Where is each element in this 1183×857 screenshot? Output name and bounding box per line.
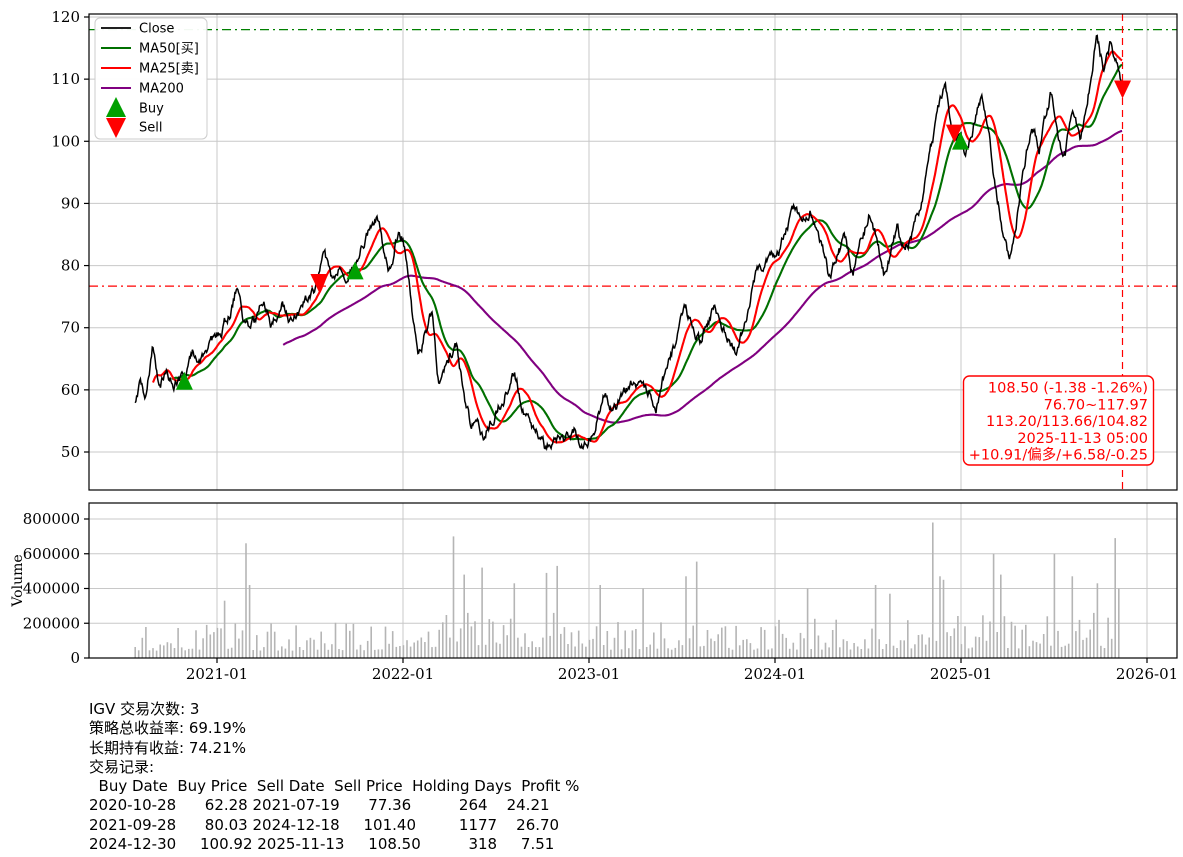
axes: [88, 13, 1178, 659]
svg-text:2026-01: 2026-01: [1116, 665, 1178, 683]
svg-text:50: 50: [61, 443, 80, 461]
svg-text:100: 100: [51, 132, 80, 150]
legend-label: Sell: [139, 121, 162, 136]
volume-axis-title: Volume: [10, 554, 26, 607]
svg-text:120: 120: [51, 8, 80, 26]
legend: Close MA50[买] MA25[卖] MA200 Buy Sell: [94, 17, 208, 140]
svg-text:0: 0: [70, 649, 80, 667]
summary-strategy-return: 策略总收益率: 69.19%: [89, 719, 247, 738]
trade-table-row: 2021-09-28 80.03 2024-12-18 101.40 1177 …: [89, 815, 560, 834]
svg-text:2024-01: 2024-01: [744, 665, 806, 683]
legend-label: MA25[卖]: [139, 62, 199, 77]
volume-axis-label: Volume: [10, 554, 26, 607]
svg-text:800000: 800000: [23, 510, 80, 528]
svg-text:2022-01: 2022-01: [372, 665, 434, 683]
price-series: [134, 34, 1123, 452]
price-annotation-box: 108.50 (-1.38 -1.26%)76.70~117.97113.20/…: [962, 375, 1155, 466]
legend-label: MA50[买]: [139, 42, 199, 57]
annotation-line: +10.91/偏多/+6.58/-0.25: [969, 447, 1148, 464]
sell-marker: [945, 124, 963, 143]
svg-text:2025-01: 2025-01: [930, 665, 992, 683]
svg-text:400000: 400000: [23, 580, 80, 598]
summary-records-label: 交易记录:: [89, 757, 155, 776]
x-axis-ticks: 2021-01 2022-01 2023-01 2024-01 2025-01 2026-…: [186, 658, 1178, 683]
legend-label: Buy: [139, 102, 164, 117]
legend-label: Close: [139, 22, 174, 37]
svg-text:110: 110: [51, 70, 80, 88]
svg-text:200000: 200000: [23, 614, 80, 632]
annotation-line: 108.50 (-1.38 -1.26%): [988, 381, 1148, 397]
price-axis-ticks: 50 60 70 80 90 100 110 120: [51, 8, 89, 461]
sell-marker: [1114, 80, 1132, 99]
svg-text:70: 70: [61, 319, 80, 337]
annotation-line: 113.20/113.66/104.82: [986, 414, 1148, 430]
svg-text:80: 80: [61, 257, 80, 275]
backtest-summary: IGV 交易次数: 3 策略总收益率: 69.19% 长期持有收益: 74.21…: [89, 700, 579, 854]
trade-table-header: Buy Date Buy Price Sell Date Sell Price …: [89, 777, 580, 796]
close-line: [134, 34, 1123, 452]
buy-marker: [951, 131, 969, 150]
buy-marker: [175, 371, 193, 390]
annotation-line: 76.70~117.97: [1044, 397, 1148, 413]
sell-marker: [310, 273, 328, 292]
svg-text:2023-01: 2023-01: [558, 665, 620, 683]
volume-axis-ticks: 0 200000 400000 600000 800000: [23, 510, 89, 667]
trade-table-row: 2024-12-30 100.92 2025-11-13 108.50 318 …: [89, 835, 555, 854]
gridlines: [89, 14, 1177, 659]
svg-text:90: 90: [61, 194, 80, 212]
legend-sell-triangle-icon: [106, 118, 126, 138]
summary-hold-return: 长期持有收益: 74.21%: [89, 738, 247, 757]
trade-markers: [175, 80, 1132, 390]
svg-text:60: 60: [61, 381, 80, 399]
buy-marker: [346, 261, 364, 280]
annotation-line: 2025-11-13 05:00: [1017, 431, 1148, 447]
trade-table-row: 2020-10-28 62.28 2021-07-19 77.36 264 24…: [89, 796, 550, 815]
ma200-line: [282, 129, 1123, 424]
price-volume-chart: 50 60 70 80 90 100 110 120 0 200000 400000 600000 80…: [10, 8, 1178, 683]
legend-label: MA200: [139, 82, 184, 97]
volume-bars: [134, 522, 1120, 659]
legend-buy-triangle-icon: [106, 97, 126, 117]
summary-trade-count: IGV 交易次数: 3: [89, 700, 200, 718]
svg-text:2021-01: 2021-01: [186, 665, 248, 683]
ma25-line: [152, 50, 1123, 444]
svg-text:600000: 600000: [23, 545, 80, 563]
